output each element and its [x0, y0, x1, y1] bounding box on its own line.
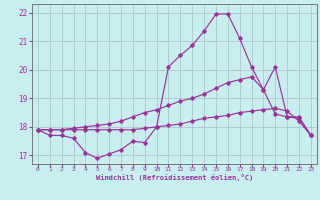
X-axis label: Windchill (Refroidissement éolien,°C): Windchill (Refroidissement éolien,°C) [96, 174, 253, 181]
